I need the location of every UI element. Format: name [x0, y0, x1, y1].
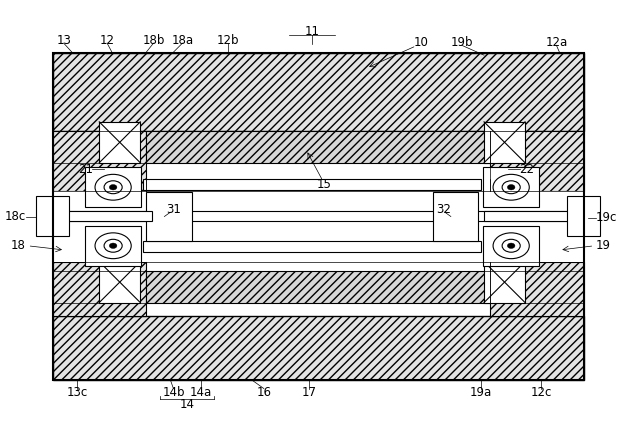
Text: 11: 11	[305, 25, 320, 38]
Text: 15: 15	[317, 178, 332, 191]
Bar	[53, 317, 583, 380]
Bar	[483, 167, 539, 207]
Bar	[85, 167, 141, 207]
Bar	[567, 196, 600, 236]
Circle shape	[502, 239, 520, 252]
Text: 18b: 18b	[142, 34, 165, 47]
Circle shape	[104, 239, 122, 252]
Text: 31: 31	[166, 203, 181, 216]
Bar	[36, 196, 69, 236]
Circle shape	[109, 243, 117, 249]
Bar	[53, 53, 583, 131]
Bar	[100, 122, 140, 163]
Text: 19a: 19a	[470, 385, 492, 398]
Bar	[490, 191, 583, 262]
Bar	[85, 226, 141, 266]
Bar	[146, 131, 490, 163]
Bar	[53, 191, 146, 262]
Circle shape	[493, 174, 529, 200]
Text: 19b: 19b	[450, 36, 473, 49]
Text: 14a: 14a	[190, 385, 211, 398]
Text: 17: 17	[302, 385, 317, 398]
Text: 22: 22	[519, 163, 534, 176]
Bar	[53, 211, 583, 221]
Bar	[146, 191, 192, 241]
Text: 13: 13	[56, 34, 71, 47]
Bar	[143, 179, 481, 190]
Text: 18: 18	[11, 239, 26, 252]
Circle shape	[109, 184, 117, 190]
Text: 18c: 18c	[4, 210, 26, 223]
Text: 12b: 12b	[216, 34, 239, 47]
Text: 14b: 14b	[162, 385, 185, 398]
Bar	[53, 53, 583, 380]
Bar	[484, 211, 583, 221]
Text: 32: 32	[436, 203, 451, 216]
Bar	[490, 262, 583, 317]
Bar	[53, 131, 146, 191]
Bar	[484, 262, 525, 303]
Text: 21: 21	[78, 163, 93, 176]
Text: 10: 10	[413, 36, 428, 49]
Text: 12c: 12c	[531, 385, 552, 398]
Bar	[483, 226, 539, 266]
Bar	[53, 211, 152, 221]
Text: 19c: 19c	[596, 211, 617, 224]
Text: 19: 19	[596, 239, 611, 252]
Bar	[433, 191, 478, 241]
Circle shape	[502, 181, 520, 194]
Text: 14: 14	[180, 398, 195, 411]
Circle shape	[493, 233, 529, 259]
Bar	[490, 131, 583, 191]
Circle shape	[95, 174, 131, 200]
Text: 16: 16	[256, 385, 271, 398]
Text: 18a: 18a	[172, 34, 193, 47]
Bar	[100, 262, 140, 303]
Text: 12: 12	[100, 34, 114, 47]
Text: 12a: 12a	[545, 36, 567, 49]
Bar	[143, 241, 481, 252]
Bar	[146, 271, 490, 303]
Text: 13c: 13c	[67, 385, 88, 398]
Circle shape	[508, 184, 515, 190]
Bar	[484, 122, 525, 163]
Circle shape	[104, 181, 122, 194]
Circle shape	[508, 243, 515, 249]
Bar	[53, 262, 146, 317]
Circle shape	[95, 233, 131, 259]
